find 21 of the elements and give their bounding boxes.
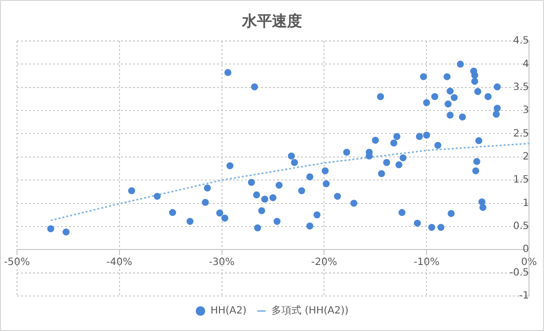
y-tick-label: 3 [522,105,529,116]
y-tick-label: 2.5 [513,128,529,140]
legend-label: HH(A2) [210,306,247,317]
x-tick-label: -50% [4,257,30,268]
y-tick-label: 4 [522,58,529,70]
x-tick-label: -20% [311,257,338,268]
y-tick-label: 4.5 [513,36,529,47]
y-tick-label: 0 [522,244,529,256]
x-tick-label: -30% [208,257,235,268]
line-series [50,142,529,222]
y-tick-label: -1 [519,290,529,302]
y-tick-label: -0.5 [509,267,529,278]
chart-title: 水平速度 [241,12,302,30]
x-tick-label: -40% [106,257,132,268]
y-tick-label: 1.5 [513,174,529,186]
legend-label: 多項式 (HH(A2)) [272,304,349,317]
y-tick-label: 1 [522,198,529,209]
x-tick-label: -10% [414,257,440,268]
y-tick-label: 0.5 [513,221,529,232]
y-tick-label: 3.5 [513,82,529,93]
y-tick-label: 2 [522,152,529,163]
